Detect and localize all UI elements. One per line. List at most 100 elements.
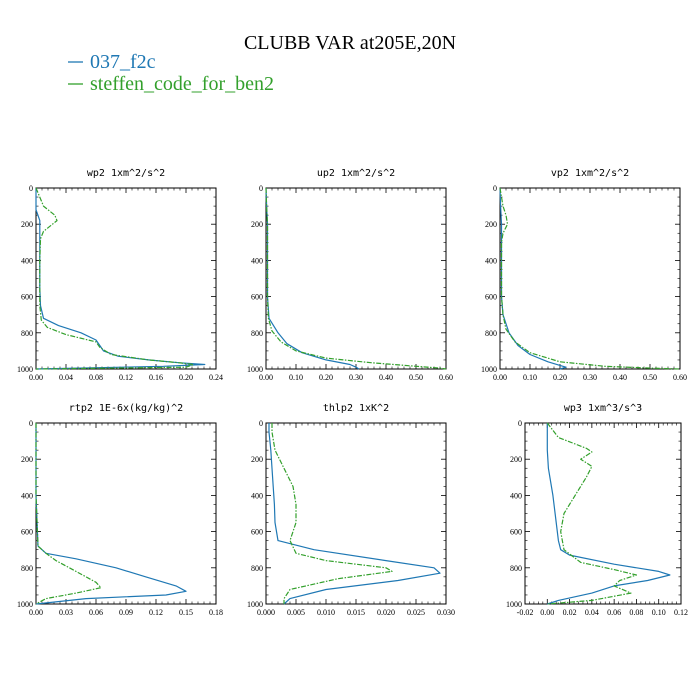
y-tick-label: 600 [21,528,33,537]
x-tick-label: 0.030 [437,608,455,617]
panel-title: wp2 1xm^2/s^2 [87,168,165,179]
x-tick-label: 0.00 [29,373,43,382]
series-line-steffen [271,423,393,604]
y-tick-label: 400 [485,256,497,265]
y-tick-label: 0 [518,419,522,428]
y-tick-label: 400 [251,256,263,265]
x-tick-label: 0.20 [179,373,193,382]
x-tick-label: -0.02 [517,608,534,617]
legend-label: steffen_code_for_ben2 [90,73,274,95]
x-tick-label: 0.18 [209,608,223,617]
x-tick-label: 0.60 [439,373,453,382]
y-tick-label: 1000 [506,600,522,609]
y-tick-label: 200 [21,220,33,229]
x-tick-label: 0.24 [209,373,223,382]
y-tick-label: 400 [251,491,263,500]
y-tick-label: 600 [510,528,522,537]
x-tick-label: 0.60 [673,373,687,382]
x-tick-label: 0.12 [149,608,163,617]
x-tick-label: 0.50 [409,373,423,382]
y-tick-label: 600 [251,528,263,537]
x-tick-label: 0.40 [379,373,393,382]
series-line-steffen [499,187,681,370]
y-tick-label: 800 [251,564,263,573]
y-tick-label: 200 [510,455,522,464]
panel-title: vp2 1xm^2/s^2 [551,168,629,179]
x-tick-label: 0.12 [119,373,133,382]
x-tick-label: 0.40 [613,373,627,382]
series-line-steffen [265,187,447,370]
series-line-f2c [35,423,187,605]
x-tick-label: 0.04 [585,608,599,617]
x-tick-label: 0.00 [540,608,554,617]
x-tick-label: 0.30 [583,373,597,382]
y-tick-label: 600 [251,293,263,302]
x-tick-label: 0.04 [59,373,73,382]
x-tick-label: 0.06 [89,608,103,617]
x-tick-label: 0.09 [119,608,133,617]
y-tick-label: 200 [251,220,263,229]
chart-panel: vp2 1xm^2/s^2 0.00 0.10 0.20 0.30 0.40 0.50 0.6… [481,168,687,382]
panels: wp2 1xm^2/s^2 0.00 0.04 0.08 0.12 0.16 0.20 0.2… [17,168,688,617]
plot-frame [35,187,217,370]
y-tick-label: 0 [259,419,263,428]
x-tick-label: 0.03 [59,608,73,617]
y-tick-label: 1000 [247,365,263,374]
x-tick-label: 0.005 [287,608,305,617]
y-tick-label: 200 [21,455,33,464]
series-line-f2c [546,423,671,605]
y-tick-label: 200 [251,455,263,464]
x-tick-label: 0.00 [493,373,507,382]
series-line-steffen [546,422,638,605]
series-line-steffen [35,187,195,370]
y-tick-label: 800 [510,564,522,573]
x-tick-label: 0.10 [652,608,666,617]
y-tick-label: 0 [29,419,33,428]
chart-panel: up2 1xm^2/s^2 0.00 0.10 0.20 0.30 0.40 0.50 0.6… [247,168,453,382]
series-line-f2c [499,187,567,370]
chart-panel: rtp2 1E-6x(kg/kg)^2 0.00 0.03 0.06 0.09 0.12 0… [17,403,223,617]
y-tick-label: 600 [485,293,497,302]
y-tick-label: 800 [485,329,497,338]
x-tick-label: 0.20 [553,373,567,382]
x-tick-label: 0.010 [317,608,335,617]
y-tick-label: 800 [251,329,263,338]
y-tick-label: 1000 [17,600,33,609]
plot-frame [499,187,681,370]
x-tick-label: 0.020 [377,608,395,617]
y-tick-label: 400 [21,491,33,500]
x-tick-label: 0.00 [29,608,43,617]
x-tick-label: 0.16 [149,373,163,382]
x-tick-label: 0.025 [407,608,425,617]
plot-frame [35,422,217,605]
panel-title: wp3 1xm^3/s^3 [564,403,642,414]
chart-panel: wp3 1xm^3/s^3 -0.02 0.00 0.02 0.04 0.06 0.08 0.… [506,403,688,617]
y-tick-label: 1000 [17,365,33,374]
x-tick-label: 0.10 [523,373,537,382]
x-tick-label: 0.30 [349,373,363,382]
y-tick-label: 0 [493,184,497,193]
x-tick-label: 0.015 [347,608,365,617]
y-tick-label: 400 [510,491,522,500]
y-tick-label: 800 [21,329,33,338]
x-tick-label: 0.08 [629,608,643,617]
x-tick-label: 0.50 [643,373,657,382]
x-tick-label: 0.06 [607,608,621,617]
x-tick-label: 0.10 [289,373,303,382]
y-tick-label: 800 [21,564,33,573]
y-tick-label: 600 [21,293,33,302]
series-line-f2c [268,423,441,605]
plot-frame [524,422,682,605]
chart-panel: thlp2 1xK^2 0.000 0.005 0.010 0.015 0.020 0.02… [247,403,455,617]
legend-label: 037_f2c [90,51,156,73]
x-tick-label: 0.20 [319,373,333,382]
y-tick-label: 0 [29,184,33,193]
y-tick-label: 400 [21,256,33,265]
x-tick-label: 0.00 [259,373,273,382]
plot-frame [265,187,447,370]
x-tick-label: 0.000 [257,608,275,617]
x-tick-label: 0.02 [563,608,577,617]
chart-panel: wp2 1xm^2/s^2 0.00 0.04 0.08 0.12 0.16 0.20 0.2… [17,168,223,382]
